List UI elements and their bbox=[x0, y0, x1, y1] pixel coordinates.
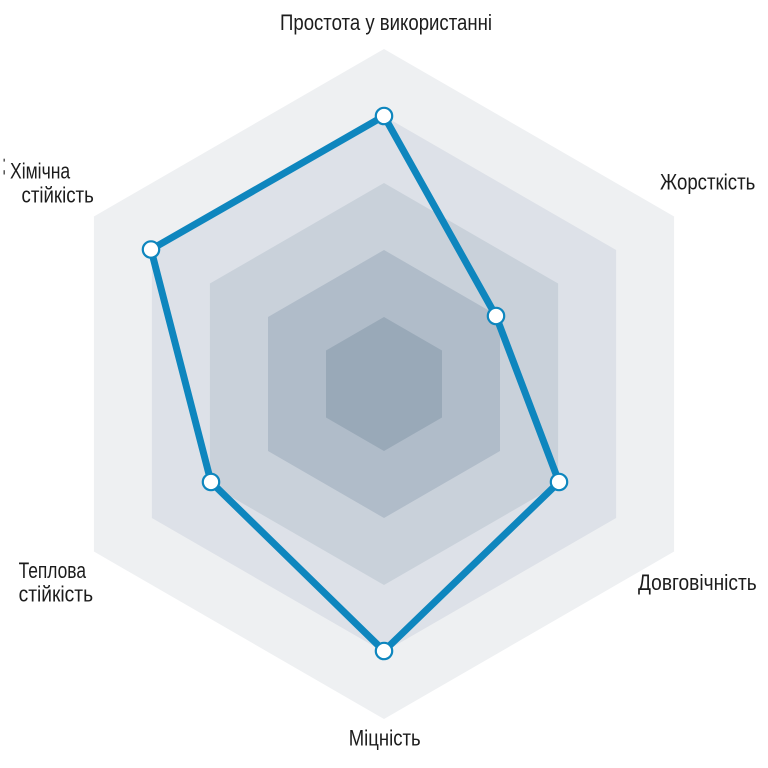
svg-text:стійкість: стійкість bbox=[22, 182, 94, 207]
svg-text:Жорсткість: Жорсткість bbox=[660, 170, 755, 195]
svg-text:Хімічна: Хімічна bbox=[10, 159, 71, 184]
svg-text:стійкість: стійкість bbox=[19, 582, 94, 607]
svg-text:Простота у використанні: Простота у використанні bbox=[280, 10, 492, 35]
svg-text:Теплова: Теплова bbox=[19, 558, 87, 583]
svg-text:Міцність: Міцність bbox=[349, 726, 421, 751]
svg-text:Довговічність: Довговічність bbox=[638, 570, 757, 595]
